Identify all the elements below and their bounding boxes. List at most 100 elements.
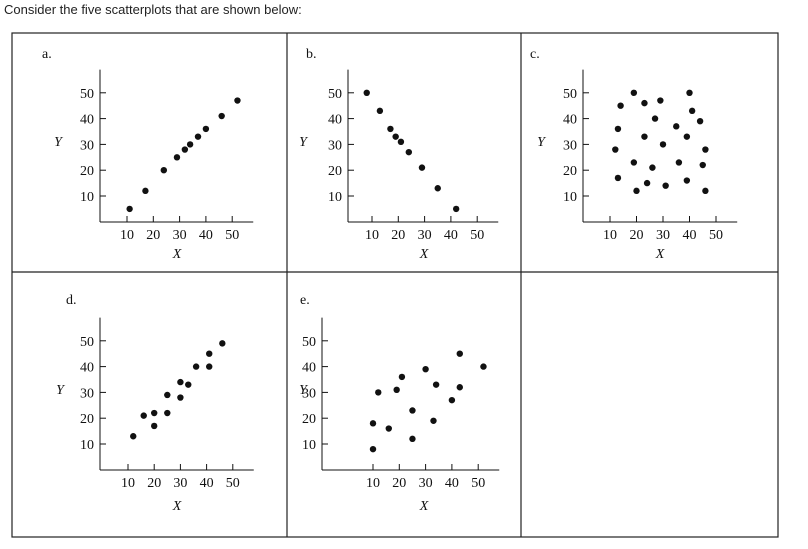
data-point [456,350,463,357]
y-tick-label: 10 [328,190,342,205]
data-point [699,161,706,169]
y-tick-label: 40 [80,113,94,128]
data-point [702,146,709,153]
panel-label: c. [530,47,540,62]
data-point [702,187,709,195]
data-point [651,115,659,122]
panel-label: b. [306,47,317,62]
data-point [633,187,640,195]
y-tick-label: 30 [328,138,342,153]
data-point [409,435,416,443]
frame-border [11,32,779,538]
data-point [194,133,202,140]
data-point [177,394,184,401]
data-point [649,164,656,171]
y-axis-title: Y [56,383,66,398]
data-point [219,340,226,347]
data-point [630,159,638,166]
data-point [173,154,181,161]
y-tick-label: 20 [302,412,316,427]
x-tick-label: 50 [709,228,723,243]
x-tick-label: 40 [444,228,458,243]
x-tick-label: 10 [603,228,617,243]
data-point [151,409,158,417]
x-tick-label: 10 [121,476,135,491]
data-point [686,89,693,97]
scatterplot-panel: e. 10 20 30 40 50 10 20 30 40 50 X Y [299,293,500,514]
x-tick-label: 30 [419,476,433,491]
data-point [641,99,648,107]
x-tick-label: 40 [445,476,459,491]
y-tick-label: 30 [80,138,94,153]
data-point [186,141,194,148]
y-tick-label: 40 [563,113,577,128]
panels: a. 10 20 30 40 50 10 20 30 40 50 X Yb. 10 20 30 40 50 10 20… [42,47,738,514]
y-tick-label: 20 [80,412,94,427]
y-axis-title: Y [54,135,64,150]
y-tick-label: 20 [80,164,94,179]
panel-frame [11,32,779,538]
data-point [480,363,487,370]
data-point [160,167,168,174]
x-tick-label: 10 [366,476,380,491]
data-point [614,174,622,182]
data-point [375,389,382,396]
x-tick-label: 20 [630,228,644,243]
x-tick-label: 30 [418,228,432,243]
x-tick-label: 20 [392,476,406,491]
data-point [612,146,619,153]
data-point [164,409,171,417]
x-axis-title: X [419,247,429,262]
data-point [142,187,149,195]
y-tick-label: 50 [80,335,94,350]
data-point [452,205,460,213]
x-tick-label: 20 [146,228,160,243]
data-point [673,123,680,130]
data-point [181,146,189,153]
data-point [130,433,137,440]
data-point [405,148,413,156]
data-point [409,407,416,414]
data-point [696,117,704,125]
data-point [185,381,192,388]
data-point [456,384,463,391]
x-tick-label: 40 [683,228,697,243]
data-point [385,425,392,432]
data-point [192,363,200,370]
y-tick-label: 40 [80,361,94,376]
panel-label: d. [66,293,77,308]
panel-label: e. [300,293,310,308]
data-point [164,391,171,399]
x-tick-label: 10 [120,228,134,243]
data-point [683,177,691,184]
data-point [614,125,622,133]
y-tick-label: 50 [328,87,342,102]
scatterplot-panel: c. 10 20 30 40 50 10 20 30 40 50 X Y [530,47,738,262]
y-tick-label: 50 [563,87,577,102]
scatterplot-panel: b. 10 20 30 40 50 10 20 30 40 50 X Y [299,47,499,262]
y-tick-label: 40 [328,113,342,128]
x-tick-label: 30 [173,228,187,243]
y-tick-label: 40 [302,361,316,376]
data-point [617,102,624,109]
data-point [683,133,691,140]
y-axis-title: Y [537,135,547,150]
x-axis-title: X [419,499,429,514]
data-point [641,133,648,140]
data-point [392,133,399,140]
data-point [151,422,158,430]
x-axis-title: X [172,499,182,514]
intro-text: Consider the five scatterplots that are … [4,2,302,17]
x-tick-label: 50 [471,476,485,491]
panel-label: a. [42,47,52,62]
x-tick-label: 20 [391,228,405,243]
data-point [369,420,377,427]
y-tick-label: 10 [302,438,316,453]
y-tick-label: 50 [302,335,316,350]
x-axis-title: X [655,247,665,262]
data-point [659,141,667,148]
data-point [202,125,210,133]
data-point [206,363,213,370]
data-point [218,112,225,120]
